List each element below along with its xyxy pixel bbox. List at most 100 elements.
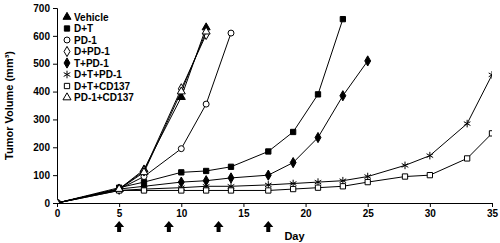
- series-marker: [203, 101, 209, 107]
- series-marker: [177, 87, 185, 94]
- series-marker: [228, 164, 233, 169]
- series-marker: [265, 170, 271, 180]
- y-tick: 100: [33, 170, 57, 181]
- legend: VehicleD+TPD-1D+PD-1T+PD-1D+T+PD-1D+T+CD…: [63, 12, 134, 104]
- series-marker: [57, 198, 61, 203]
- series-marker: [365, 179, 370, 184]
- series-marker: [203, 188, 208, 193]
- legend-label: D+T: [74, 23, 93, 34]
- y-tick-label: 300: [33, 114, 50, 125]
- y-axis: 0 100 200 300 400 500 600 700: [33, 3, 57, 209]
- treatment-arrows: [114, 221, 273, 232]
- chart: 051015202530350100200300400500600700Vehi…: [0, 0, 500, 243]
- y-tick-label: 400: [33, 86, 50, 97]
- series-marker: [57, 199, 60, 203]
- x-tick-mark: [306, 203, 307, 207]
- series-marker: [203, 168, 208, 173]
- x-tick: 35: [487, 203, 499, 219]
- series-line: [57, 133, 492, 203]
- treatment-arrow: [263, 221, 273, 232]
- series-marker: [402, 162, 409, 170]
- legend-item: T+PD-1: [64, 58, 109, 69]
- y-axis-title: Tumor Volume (mm³): [3, 51, 15, 160]
- y-tick-mark: [53, 175, 57, 176]
- x-tick-label: 5: [117, 208, 123, 219]
- y-tick-mark: [53, 64, 57, 65]
- series-group: [57, 16, 492, 203]
- series-line: [57, 28, 206, 204]
- series-line: [57, 32, 206, 203]
- x-tick: 0: [55, 203, 61, 219]
- x-axis-line: [58, 204, 493, 208]
- series-marker: [340, 91, 346, 101]
- series: [57, 56, 371, 203]
- series-marker: [315, 185, 320, 190]
- y-tick: 600: [33, 31, 57, 42]
- x-tick-label: 35: [487, 208, 499, 219]
- series-marker: [228, 30, 234, 36]
- series-marker: [290, 186, 295, 191]
- legend-label: T+PD-1: [74, 58, 109, 69]
- y-tick: 200: [33, 142, 57, 153]
- plot: 051015202530350100200300400500600700Vehi…: [33, 3, 498, 219]
- series-marker: [141, 185, 148, 193]
- series-marker: [290, 158, 296, 168]
- x-tick-label: 25: [363, 208, 375, 219]
- series: [57, 16, 346, 203]
- y-axis-line: [53, 9, 58, 204]
- series-marker: [266, 149, 271, 154]
- y-tick-mark: [53, 8, 57, 9]
- y-tick-mark: [53, 203, 57, 204]
- series-marker: [464, 120, 471, 128]
- x-tick-label: 10: [176, 208, 188, 219]
- y-tick-label: 200: [33, 142, 50, 153]
- series-marker: [115, 184, 123, 191]
- series-marker: [290, 129, 295, 134]
- legend-item: D+PD-1: [64, 46, 110, 57]
- y-tick-mark: [53, 119, 57, 120]
- series: [57, 71, 492, 203]
- y-tick-label: 0: [44, 198, 50, 209]
- series-marker: [179, 188, 184, 193]
- legend-symbol: [64, 83, 69, 88]
- series: [57, 29, 209, 203]
- series-marker: [340, 16, 345, 21]
- treatment-arrow: [114, 221, 124, 232]
- series: [57, 27, 210, 203]
- y-tick-label: 100: [33, 170, 50, 181]
- legend-label: Vehicle: [74, 12, 109, 23]
- legend-symbol: [64, 26, 69, 31]
- series-marker: [179, 170, 184, 175]
- legend-symbol: [64, 46, 70, 56]
- x-tick: 20: [301, 203, 313, 219]
- series-line: [57, 33, 231, 203]
- y-tick-mark: [53, 92, 57, 93]
- legend-label: D+T+PD-1: [74, 69, 122, 80]
- legend-symbol: [64, 71, 71, 79]
- y-tick: 700: [33, 3, 57, 14]
- series-line: [57, 19, 343, 203]
- series: [57, 23, 210, 203]
- legend-label: PD-1: [74, 35, 97, 46]
- series-marker: [464, 156, 469, 161]
- series-marker: [178, 146, 184, 152]
- x-tick-label: 15: [238, 208, 250, 219]
- series-line: [57, 34, 206, 203]
- series-marker: [315, 132, 321, 142]
- x-tick-mark: [430, 203, 431, 207]
- legend-item: Vehicle: [63, 12, 109, 23]
- series-marker: [141, 188, 146, 193]
- y-tick-label: 500: [33, 58, 50, 69]
- series: [57, 30, 234, 203]
- y-tick: 0: [44, 198, 57, 209]
- legend-label: D+T+CD137: [74, 81, 131, 92]
- legend-symbol: [64, 37, 70, 43]
- series-marker: [427, 152, 434, 160]
- legend-item: D+T: [64, 23, 93, 34]
- y-tick-label: 600: [33, 31, 50, 42]
- series: [57, 131, 492, 203]
- x-tick-mark: [243, 203, 244, 207]
- series-marker: [228, 173, 234, 183]
- series-marker: [489, 131, 492, 136]
- legend-item: PD-1: [64, 35, 97, 46]
